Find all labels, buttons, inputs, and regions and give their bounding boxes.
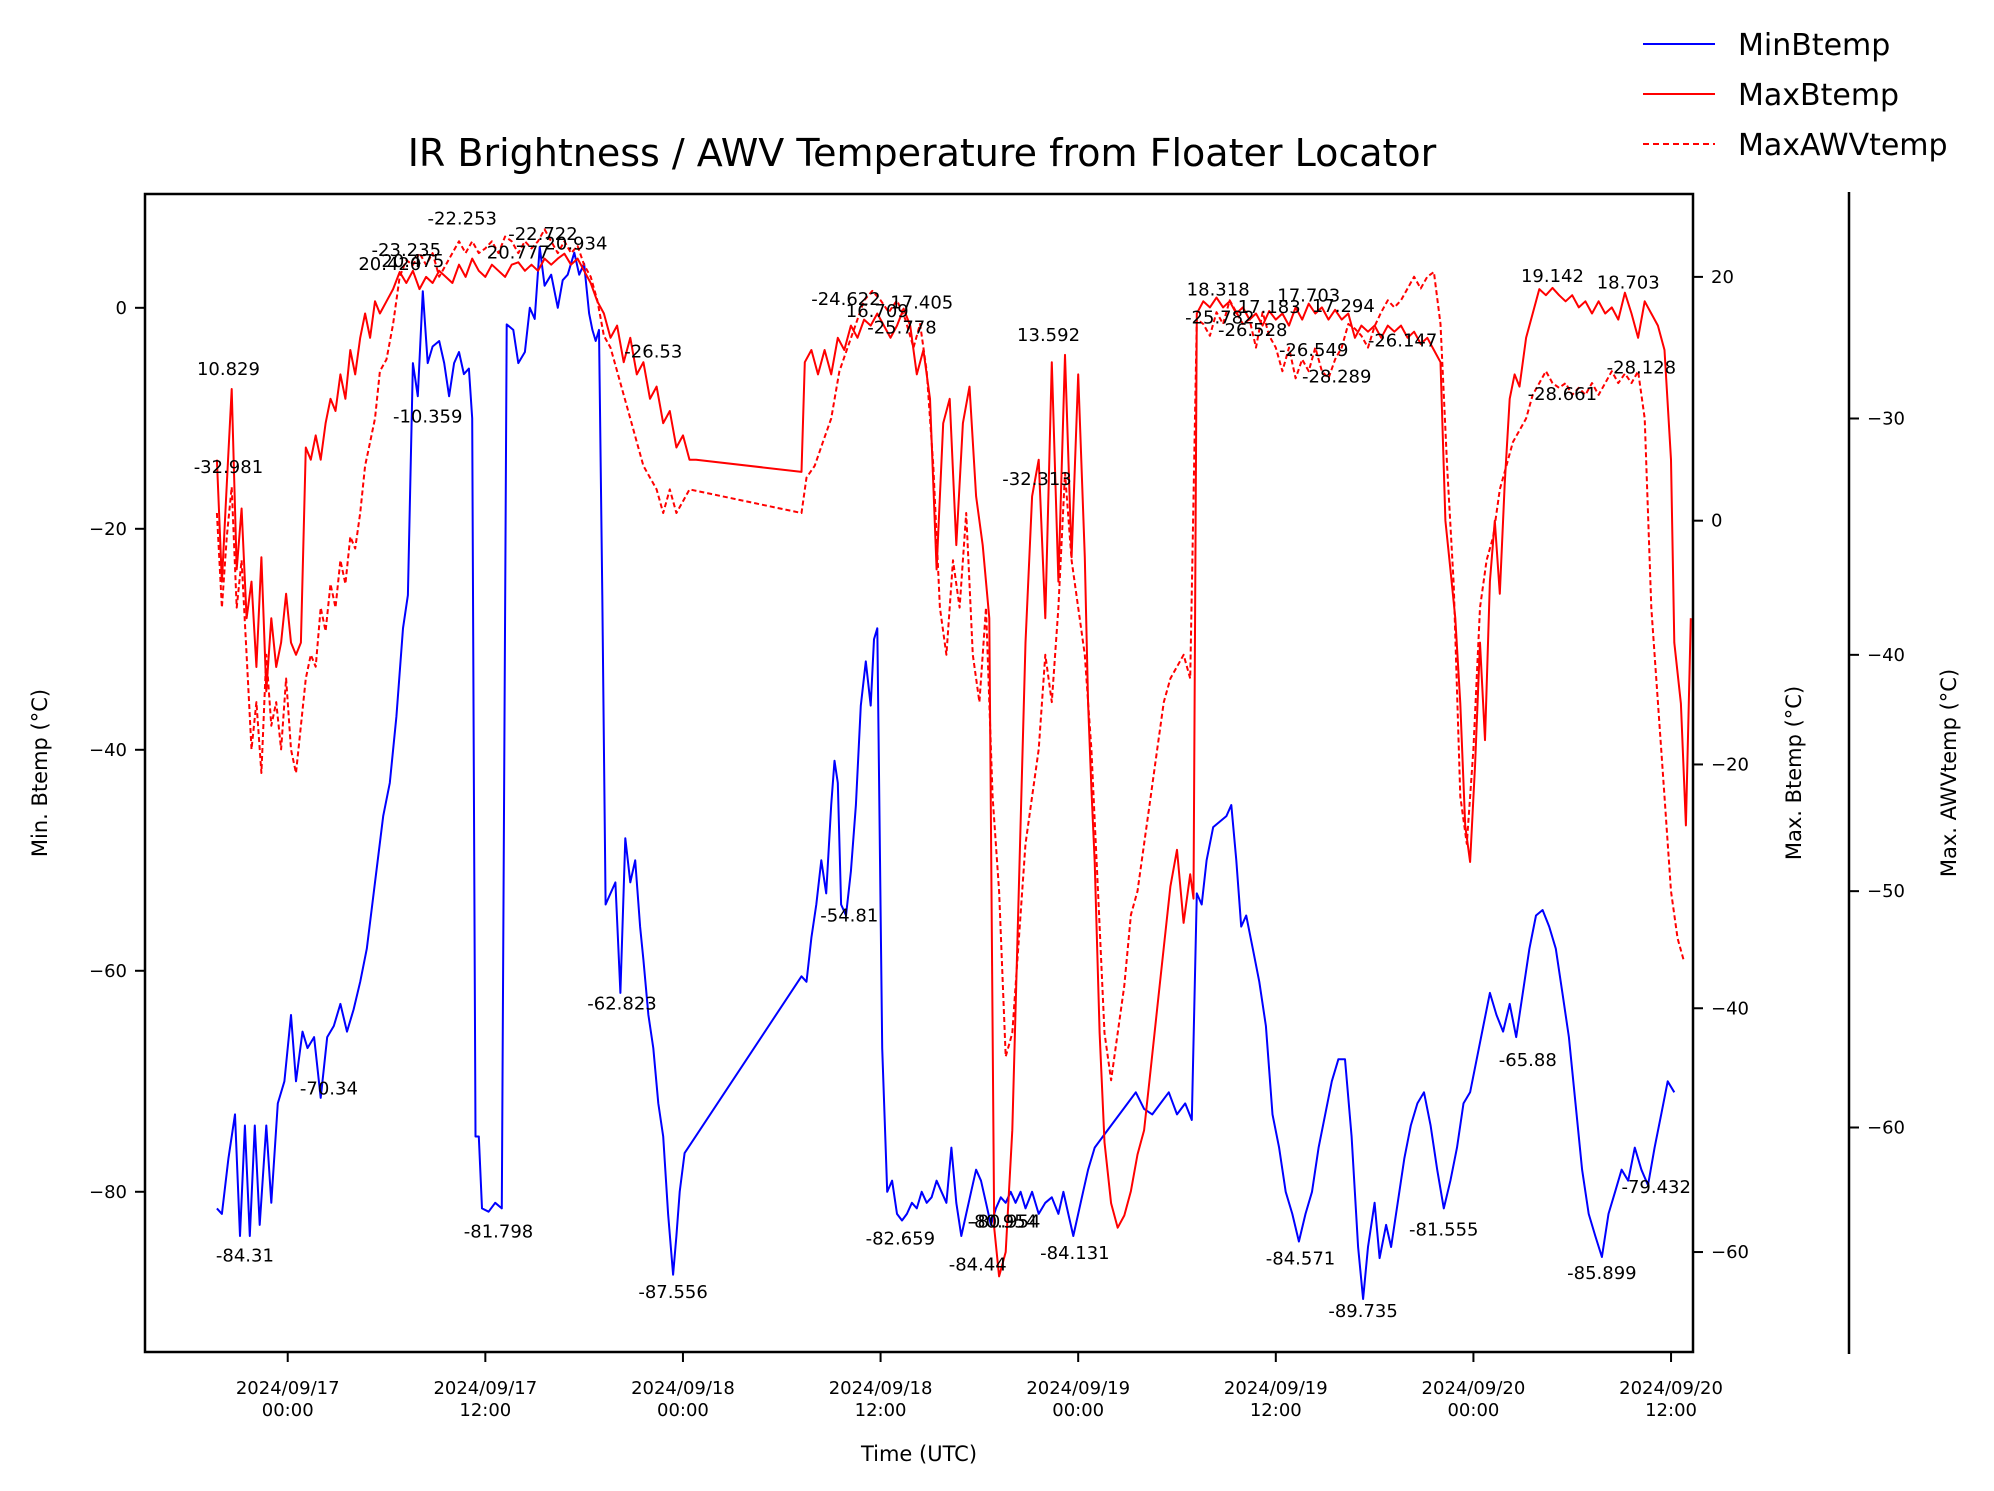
data-annotation: -80.954 (971, 1212, 1040, 1233)
data-annotation: -28.128 (1607, 358, 1676, 379)
data-annotation: -23.235 (372, 240, 441, 261)
data-annotation: 20.777 (487, 242, 550, 263)
data-annotation: -28.289 (1302, 366, 1371, 387)
series-layer (215, 228, 1692, 1300)
data-annotation: -89.735 (1328, 1301, 1397, 1322)
x-tick-label-date: 2024/09/19 (1224, 1378, 1328, 1399)
data-annotation: -84.131 (1040, 1243, 1109, 1264)
data-annotation: -26.549 (1279, 340, 1348, 361)
x-tick-label-time: 00:00 (1447, 1400, 1499, 1421)
y-tick-label-max: 20 (1711, 267, 1734, 288)
x-tick-label-date: 2024/09/20 (1619, 1378, 1723, 1399)
data-annotation: -25.778 (867, 317, 936, 338)
data-annotation: 18.703 (1597, 273, 1660, 294)
data-annotation: 17.183 (1238, 297, 1301, 318)
data-annotation: 20.475 (381, 251, 444, 272)
data-annotation: 19.142 (1521, 266, 1584, 287)
data-annotation: 20.934 (544, 234, 607, 255)
data-annotation: -84.571 (1266, 1249, 1335, 1270)
plot-frame (143, 192, 1695, 1354)
data-annotation: -25.782 (1185, 307, 1254, 328)
x-tick-label-time: 12:00 (1250, 1400, 1302, 1421)
legend-label-maxawvtemp: MaxAWVtemp (1738, 128, 1948, 163)
y-tick-label-max: 0 (1711, 511, 1722, 532)
x-tick-label-time: 12:00 (855, 1400, 907, 1421)
y-axis-label-max-btemp: Max. Btemp (°C) (1782, 686, 1806, 860)
x-tick-label-date: 2024/09/20 (1422, 1378, 1526, 1399)
data-annotation: -62.823 (587, 994, 656, 1015)
y-tick-label-min: −40 (89, 740, 127, 761)
x-tick-label-date: 2024/09/18 (631, 1378, 735, 1399)
data-annotation: -65.88 (1499, 1050, 1557, 1071)
y-tick-label-min: −80 (89, 1182, 127, 1203)
y-tick-label-min: −60 (89, 961, 127, 982)
y-axis-label-max-awvtemp: Max. AWVtemp (°C) (1937, 669, 1961, 877)
ticks-layer: 2024/09/1700:002024/09/1712:002024/09/18… (89, 267, 1905, 1421)
data-annotation: -26.528 (1218, 320, 1287, 341)
x-axis-label: Time (UTC) (860, 1442, 977, 1466)
data-annotation: 10.829 (197, 359, 260, 380)
data-annotation: -79.432 (1621, 1177, 1690, 1198)
data-annotation: 20.420 (358, 254, 421, 275)
y-tick-label-awv: −40 (1867, 645, 1905, 666)
x-tick-label-date: 2024/09/19 (1026, 1378, 1130, 1399)
y-tick-label-min: 0 (116, 298, 127, 319)
y-tick-label-awv: −60 (1867, 1117, 1905, 1138)
legend-label-minbtemp: MinBtemp (1738, 28, 1890, 63)
data-annotation: -81.798 (464, 1222, 533, 1243)
data-annotation: -81.555 (1409, 1219, 1478, 1240)
x-tick-label-time: 00:00 (1052, 1400, 1104, 1421)
y-tick-label-awv: −30 (1867, 409, 1905, 430)
data-annotation: -28.661 (1528, 384, 1597, 405)
x-tick-label-time: 12:00 (1645, 1400, 1697, 1421)
data-annotation: 13.592 (1017, 325, 1080, 346)
x-tick-label-date: 2024/09/17 (236, 1378, 340, 1399)
y-tick-label-max: −20 (1711, 754, 1749, 775)
data-annotation: -32.313 (1002, 469, 1071, 490)
x-tick-label-time: 00:00 (262, 1400, 314, 1421)
chart-title: IR Brightness / AWV Temperature from Flo… (408, 131, 1437, 175)
legend: MinBtemp MaxBtemp MaxAWVtemp (1643, 28, 1948, 163)
data-annotation: -85.899 (1567, 1263, 1636, 1284)
data-annotation: 17.294 (1312, 296, 1375, 317)
data-annotation: -54.81 (820, 905, 878, 926)
data-annotation: 16.709 (846, 301, 909, 322)
y-tick-label-awv: −50 (1867, 881, 1905, 902)
data-annotation: -80.954 (968, 1212, 1037, 1233)
annotation-layer: 10.829 -32.981 -84.31 -70.34 20.42020.475-23… (194, 209, 1691, 1322)
data-annotation: -26.147 (1368, 330, 1437, 351)
series-line-minbtemp (216, 246, 1676, 1300)
y-tick-label-max: −40 (1711, 998, 1749, 1019)
data-annotation: -84.31 (216, 1245, 274, 1266)
data-annotation: -84.44 (949, 1254, 1007, 1275)
data-annotation: -22.253 (428, 209, 497, 230)
y-axis-label-min-btemp: Min. Btemp (°C) (28, 689, 52, 857)
y-tick-label-max: −60 (1711, 1242, 1749, 1263)
data-annotation: 17.405 (890, 293, 953, 314)
data-annotation: -10.359 (393, 407, 462, 428)
x-tick-label-time: 12:00 (459, 1400, 511, 1421)
data-annotation: -70.34 (300, 1079, 358, 1100)
data-annotation: -82.659 (866, 1229, 935, 1250)
data-annotation: 17.703 (1277, 286, 1340, 307)
data-annotation: -87.556 (638, 1282, 707, 1303)
data-annotation: -26.53 (624, 342, 682, 363)
y-tick-label-min: −20 (89, 519, 127, 540)
data-annotation: -24.622 (811, 289, 880, 310)
data-annotation: 18.318 (1187, 280, 1250, 301)
data-annotation: -32.981 (194, 457, 263, 478)
x-tick-label-time: 00:00 (657, 1400, 709, 1421)
legend-label-maxbtemp: MaxBtemp (1738, 78, 1899, 113)
x-tick-label-date: 2024/09/18 (829, 1378, 933, 1399)
x-tick-label-date: 2024/09/17 (433, 1378, 537, 1399)
data-annotation: -22.722 (508, 224, 577, 245)
